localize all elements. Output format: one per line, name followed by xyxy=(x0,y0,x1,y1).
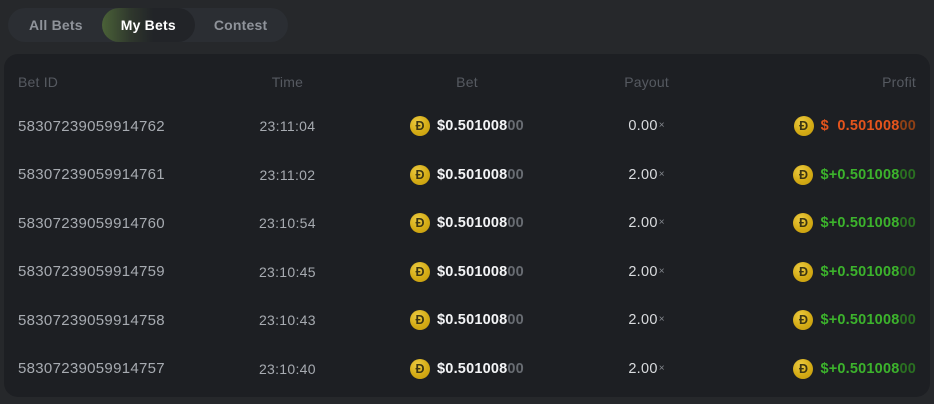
table-row[interactable]: 58307239059914758 23:10:43 Đ $0.50100800… xyxy=(4,296,930,345)
dogecoin-icon: Đ xyxy=(410,310,431,331)
time-cell: 23:11:02 xyxy=(259,166,316,183)
payout-cell: 2.00× xyxy=(628,312,665,329)
tab-my-bets[interactable]: My Bets xyxy=(102,8,195,42)
bet-cell: Đ $0.50100800 xyxy=(377,310,557,331)
dogecoin-icon: Đ xyxy=(410,164,431,185)
bet-amount: $0.50100800 xyxy=(437,360,524,377)
dogecoin-icon: Đ xyxy=(793,358,814,379)
dogecoin-icon: Đ xyxy=(793,261,814,282)
header-cell-profit: Profit xyxy=(882,74,916,90)
table-body: 58307239059914762 23:11:04 Đ $0.50100800… xyxy=(4,102,930,393)
table-row[interactable]: 58307239059914757 23:10:40 Đ $0.50100800… xyxy=(4,345,930,394)
table-header: Bet ID Time Bet Payout Profit xyxy=(4,62,930,102)
bet-id-cell: 58307239059914762 xyxy=(18,117,165,135)
tab-contest[interactable]: Contest xyxy=(213,17,268,33)
time-cell: 23:10:40 xyxy=(258,360,316,377)
bet-id-cell: 58307239059914760 xyxy=(18,214,165,232)
tab-all-bets[interactable]: All Bets xyxy=(29,17,83,33)
profit-cell: Đ $ 0.50100800 xyxy=(736,116,916,137)
profit-cell: Đ $+0.50100800 xyxy=(736,310,916,331)
bet-amount: $0.50100800 xyxy=(437,215,524,232)
bet-id-cell: 58307239059914758 xyxy=(18,311,165,329)
header-cell-time: Time xyxy=(271,74,304,90)
profit-cell: Đ $+0.50100800 xyxy=(736,213,916,234)
table-row[interactable]: 58307239059914760 23:10:54 Đ $0.50100800… xyxy=(4,199,930,248)
profit-value: $+0.50100800 xyxy=(820,215,916,232)
table-row[interactable]: 58307239059914759 23:10:45 Đ $0.50100800… xyxy=(4,248,930,297)
payout-cell: 0.00× xyxy=(628,118,665,135)
time-cell: 23:10:45 xyxy=(258,263,316,280)
bet-id-cell: 58307239059914757 xyxy=(18,360,165,378)
bet-cell: Đ $0.50100800 xyxy=(377,213,557,234)
profit-cell: Đ $+0.50100800 xyxy=(736,261,916,282)
dogecoin-icon: Đ xyxy=(410,116,431,137)
bet-cell: Đ $0.50100800 xyxy=(377,358,557,379)
multiplier-x: × xyxy=(658,120,665,132)
payout-cell: 2.00× xyxy=(628,215,665,232)
bets-tabbar: All Bets My Bets Contest xyxy=(8,8,289,42)
bet-amount: $0.50100800 xyxy=(437,263,524,280)
time-cell: 23:10:54 xyxy=(258,215,316,232)
payout-cell: 2.00× xyxy=(628,360,665,377)
bets-table-panel: Bet ID Time Bet Payout Profit 5830723905… xyxy=(4,54,930,397)
multiplier-x: × xyxy=(658,168,665,180)
payout-cell: 2.00× xyxy=(628,263,665,280)
header-cell-bet: Bet xyxy=(456,74,478,90)
profit-value: $+0.50100800 xyxy=(820,166,916,183)
profit-value: $+0.50100800 xyxy=(820,360,916,377)
dogecoin-icon: Đ xyxy=(410,358,431,379)
multiplier-x: × xyxy=(658,314,665,326)
header-cell-bet-id: Bet ID xyxy=(18,74,59,90)
bet-id-cell: 58307239059914759 xyxy=(18,263,165,281)
time-cell: 23:11:04 xyxy=(259,118,316,135)
payout-cell: 2.00× xyxy=(628,166,665,183)
time-cell: 23:10:43 xyxy=(258,312,316,329)
dogecoin-icon: Đ xyxy=(793,213,814,234)
dogecoin-icon: Đ xyxy=(793,164,814,185)
bet-amount: $0.50100800 xyxy=(437,118,524,135)
header-cell-payout: Payout xyxy=(624,74,669,90)
multiplier-x: × xyxy=(658,217,665,229)
table-row[interactable]: 58307239059914761 23:11:02 Đ $0.50100800… xyxy=(4,151,930,200)
bet-cell: Đ $0.50100800 xyxy=(377,164,557,185)
bet-amount: $0.50100800 xyxy=(437,312,524,329)
multiplier-x: × xyxy=(658,265,665,277)
dogecoin-icon: Đ xyxy=(410,261,431,282)
profit-value: $+0.50100800 xyxy=(820,263,916,280)
dogecoin-icon: Đ xyxy=(793,310,814,331)
dogecoin-icon: Đ xyxy=(793,116,814,137)
bet-id-cell: 58307239059914761 xyxy=(18,166,165,184)
table-row[interactable]: 58307239059914762 23:11:04 Đ $0.50100800… xyxy=(4,102,930,151)
profit-value: $+0.50100800 xyxy=(820,312,916,329)
profit-cell: Đ $+0.50100800 xyxy=(736,358,916,379)
bet-amount: $0.50100800 xyxy=(437,166,524,183)
profit-cell: Đ $+0.50100800 xyxy=(736,164,916,185)
bet-cell: Đ $0.50100800 xyxy=(377,116,557,137)
multiplier-x: × xyxy=(658,362,665,374)
dogecoin-icon: Đ xyxy=(410,213,431,234)
bet-cell: Đ $0.50100800 xyxy=(377,261,557,282)
profit-value: $ 0.50100800 xyxy=(820,118,916,135)
